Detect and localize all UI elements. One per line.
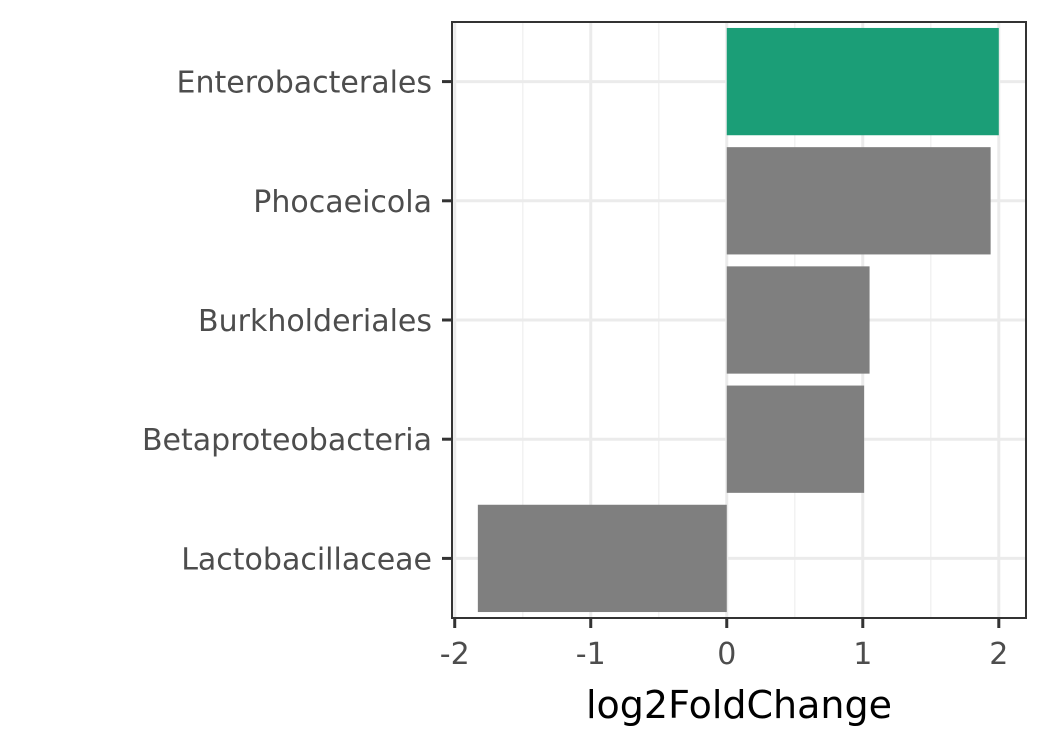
y-axis: Enterobacterales Phocaeicola Burkholderial…	[142, 66, 452, 577]
bar-phocaeicola	[726, 147, 991, 255]
bar-enterobacterales	[726, 27, 999, 136]
x-axis: -2 -1 0 1 2	[440, 618, 1008, 672]
y-tick-label: Betaproteobacteria	[142, 423, 432, 458]
y-tick-label: Lactobacillaceae	[181, 542, 432, 577]
x-tick-label: -2	[440, 637, 470, 672]
y-tick-label: Burkholderiales	[198, 304, 432, 339]
bar-lactobacillaceae	[477, 504, 727, 613]
x-tick-label: 0	[717, 637, 736, 672]
x-tick-label: 2	[989, 637, 1008, 672]
x-tick-label: -1	[576, 637, 606, 672]
bars	[477, 27, 999, 613]
bar-betaproteobacteria	[726, 385, 865, 493]
x-axis-title: log2FoldChange	[586, 683, 892, 727]
y-tick-label: Enterobacterales	[177, 66, 433, 101]
x-tick-label: 1	[853, 637, 872, 672]
y-tick-label: Phocaeicola	[253, 185, 432, 220]
bar-burkholderiales	[726, 266, 870, 374]
